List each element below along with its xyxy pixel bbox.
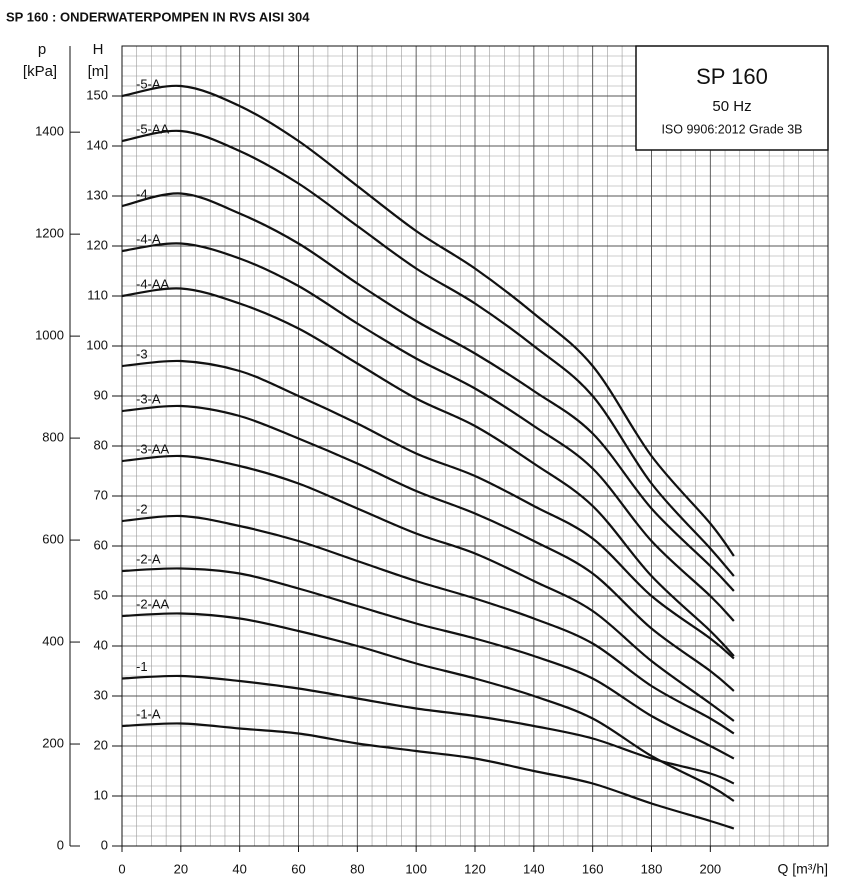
y2-tick-label: 0 (57, 837, 64, 852)
curve-label: -2-AA (136, 596, 170, 611)
curve-label: -3-A (136, 391, 161, 406)
curve-label: -3-AA (136, 441, 170, 456)
y2-tick-label: 600 (42, 532, 64, 547)
y-tick-label: 110 (87, 287, 108, 302)
curve-label: -1 (136, 659, 148, 674)
curve-label: -4 (136, 186, 148, 201)
y-tick-label: 80 (94, 437, 108, 452)
pump-curve (121, 404, 735, 692)
plot-frame (121, 45, 829, 847)
y-tick-label: 90 (94, 387, 108, 402)
x-tick-label: 20 (174, 861, 188, 876)
y2-axis-label: p (38, 41, 46, 58)
y-tick-label: 40 (94, 637, 108, 652)
pump-curve (121, 84, 735, 557)
curve-label: -1-A (136, 706, 161, 721)
x-tick-label: 40 (232, 861, 246, 876)
y2-tick-label: 1000 (35, 328, 64, 343)
curve-label: -4-AA (136, 276, 170, 291)
x-tick-label: 0 (118, 861, 125, 876)
y-tick-label: 20 (94, 737, 108, 752)
pump-curve (121, 612, 735, 802)
y-tick-label: 0 (101, 837, 108, 852)
curve-label: -4-A (136, 231, 161, 246)
chart-title: SP 160 : ONDERWATERPOMPEN IN RVS AISI 30… (6, 9, 310, 24)
curve-label: -3 (136, 346, 148, 361)
x-tick-label: 120 (464, 861, 486, 876)
pump-curve (121, 514, 735, 735)
y-tick-label: 100 (86, 337, 108, 352)
y-tick-label: 140 (86, 137, 108, 152)
x-tick-label: 80 (350, 861, 364, 876)
curve-label: -5-A (136, 76, 161, 91)
y-axis-label: H (93, 41, 104, 58)
x-tick-label: 200 (699, 861, 721, 876)
info-box: SP 160 50 Hz ISO 9906:2012 Grade 3B (635, 45, 829, 151)
pump-curve (121, 287, 735, 657)
y-axis-unit: [m] (88, 63, 109, 80)
x-tick-label: 160 (582, 861, 604, 876)
x-tick-label: 140 (523, 861, 545, 876)
y-tick-label: 30 (94, 687, 108, 702)
curve-label: -2 (136, 501, 148, 516)
y-tick-label: 60 (94, 537, 108, 552)
pump-curve (121, 674, 735, 785)
info-box-text: SP 160 (696, 64, 768, 89)
pump-curve (121, 129, 735, 577)
curve-label: -2-A (136, 551, 161, 566)
y-tick-label: 70 (94, 487, 108, 502)
y2-axis-unit: [kPa] (23, 63, 57, 80)
pump-curve (121, 567, 735, 760)
y2-tick-label: 1200 (35, 226, 64, 241)
y-tick-label: 150 (86, 87, 108, 102)
x-tick-label: 180 (641, 861, 663, 876)
pump-curve (121, 454, 735, 722)
x-tick-label: 60 (291, 861, 305, 876)
curve-label: -5-AA (136, 121, 170, 136)
y2-tick-label: 200 (42, 735, 64, 750)
info-box-text: ISO 9906:2012 Grade 3B (661, 122, 802, 136)
y2-tick-label: 400 (42, 633, 64, 648)
y2-tick-label: 800 (42, 430, 64, 445)
x-tick-label: 100 (405, 861, 427, 876)
pump-curve (121, 722, 735, 830)
y-tick-label: 120 (86, 237, 108, 252)
y-tick-label: 130 (86, 187, 108, 202)
info-box-text: 50 Hz (712, 98, 751, 115)
pump-curve (121, 359, 735, 660)
y-tick-label: 50 (94, 587, 108, 602)
info-box-frame (635, 45, 829, 151)
y-tick-label: 10 (94, 787, 108, 802)
pump-curve (121, 192, 735, 592)
y2-tick-label: 1400 (35, 124, 64, 139)
x-axis-label: Q [m³/h] (777, 861, 828, 877)
pump-curve (121, 242, 735, 622)
